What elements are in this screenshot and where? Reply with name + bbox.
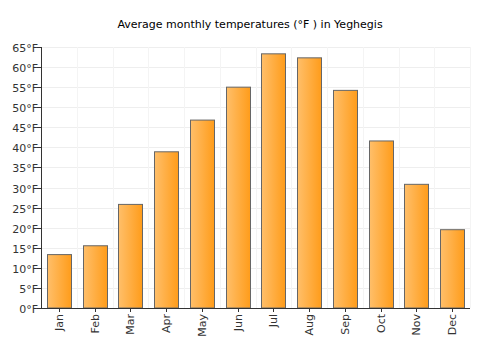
- x-tick-label: Apr: [160, 314, 173, 334]
- grid-line: [41, 308, 470, 309]
- x-tick: [166, 308, 167, 312]
- x-tick: [95, 308, 96, 312]
- bar: [227, 87, 251, 308]
- grid-line: [41, 127, 470, 128]
- grid-line-vertical: [291, 47, 292, 308]
- grid-line-vertical: [113, 47, 114, 308]
- grid-line-vertical: [470, 47, 471, 308]
- x-tick: [309, 308, 310, 312]
- y-axis-line: [41, 47, 42, 308]
- bar: [119, 204, 143, 308]
- x-tick-label: Mar: [124, 314, 137, 335]
- bar: [48, 255, 72, 308]
- y-tick-label: 15°F: [12, 243, 38, 256]
- x-axis-labels: Jan Feb Mar Apr May Jun Jul Aug Sep Oct Nov Dec: [53, 308, 459, 337]
- y-tick-label: 45°F: [12, 122, 38, 135]
- bar: [262, 54, 286, 308]
- y-tick-label: 30°F: [12, 183, 38, 196]
- x-tick: [345, 308, 346, 312]
- x-axis-line: [41, 308, 470, 309]
- x-tick: [202, 308, 203, 312]
- x-tick-label: Jul: [267, 314, 280, 328]
- bar: [155, 152, 179, 308]
- bar: [84, 246, 108, 308]
- y-tick-label: 25°F: [12, 203, 38, 216]
- bar: [334, 90, 358, 308]
- grid: [41, 47, 471, 309]
- x-tick: [452, 308, 453, 312]
- x-tick-label: Dec: [446, 314, 459, 335]
- x-tick-label: Sep: [339, 314, 352, 335]
- y-tick-label: 50°F: [12, 102, 38, 115]
- grid-line-vertical: [327, 47, 328, 308]
- y-tick-label: 60°F: [12, 62, 38, 75]
- grid-line-vertical: [434, 47, 435, 308]
- grid-line: [41, 167, 470, 168]
- x-tick-label: Jun: [232, 314, 245, 332]
- x-tick-label: Feb: [89, 314, 102, 333]
- bars: [48, 54, 465, 308]
- y-tick-label: 35°F: [12, 162, 38, 175]
- x-tick: [238, 308, 239, 312]
- grid-line-vertical: [256, 47, 257, 308]
- grid-line: [41, 147, 470, 148]
- grid-line-vertical: [220, 47, 221, 308]
- grid-line-vertical: [77, 47, 78, 308]
- grid-line: [41, 47, 470, 48]
- bar: [298, 58, 322, 308]
- bar: [441, 230, 465, 308]
- grid-line-vertical: [184, 47, 185, 308]
- title: Average monthly temperatures (°F ) in Ye…: [117, 18, 383, 31]
- y-tick-label: 40°F: [12, 142, 38, 155]
- x-tick-label: Aug: [303, 314, 316, 335]
- grid-line-vertical: [399, 47, 400, 308]
- y-tick-label: 55°F: [12, 82, 38, 95]
- bar: [370, 141, 394, 308]
- grid-line: [41, 87, 470, 88]
- x-tick: [381, 308, 382, 312]
- x-tick: [273, 308, 274, 312]
- x-tick-label: Nov: [410, 314, 423, 336]
- y-tick-label: 65°F: [12, 42, 38, 55]
- y-tick-label: 20°F: [12, 223, 38, 236]
- x-tick: [416, 308, 417, 312]
- y-axis-ticks: 0°F 5°F 10°F 15°F 20°F 25°F 30°F 35°F 40°F 45°F 50…: [12, 42, 41, 316]
- grid-line-vertical: [41, 47, 42, 308]
- grid-line: [41, 107, 470, 108]
- x-tick-label: Jan: [53, 314, 66, 332]
- x-tick: [59, 308, 60, 312]
- y-tick-label: 10°F: [12, 263, 38, 276]
- grid-line-vertical: [148, 47, 149, 308]
- grid-line: [41, 67, 470, 68]
- x-tick-label: May: [196, 314, 209, 337]
- bar: [405, 184, 429, 308]
- y-tick-label: 5°F: [19, 283, 38, 296]
- grid-line-vertical: [363, 47, 364, 308]
- x-tick: [130, 308, 131, 312]
- chart: Average monthly temperatures (°F ) in Ye…: [0, 0, 500, 350]
- x-tick-label: Oct: [375, 313, 388, 333]
- bar: [191, 120, 215, 308]
- y-tick-label: 0°F: [19, 303, 38, 316]
